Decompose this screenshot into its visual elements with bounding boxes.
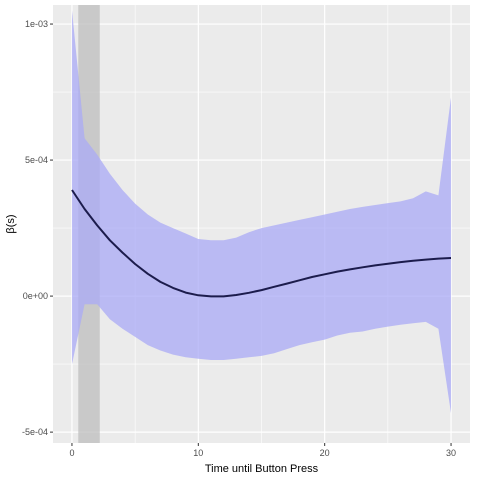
x-tick-label: 0 (69, 448, 74, 458)
y-tick-label: 0e+00 (23, 291, 48, 301)
y-axis: -5e-04 0e+00 5e-04 1e-03 (22, 19, 53, 437)
x-axis: 0 10 20 30 (69, 443, 456, 458)
confidence-band (72, 10, 451, 414)
x-axis-title: Time until Button Press (205, 463, 319, 475)
x-tick-label: 20 (320, 448, 330, 458)
gridlines (53, 5, 470, 443)
x-tick-label: 10 (193, 448, 203, 458)
series-line (71, 189, 452, 298)
y-tick-label: 5e-04 (25, 155, 48, 165)
x-tick-label: 30 (446, 448, 456, 458)
y-tick-label: 1e-03 (25, 19, 48, 29)
y-tick-label: -5e-04 (22, 427, 48, 437)
y-axis-title: β(s) (5, 214, 17, 233)
